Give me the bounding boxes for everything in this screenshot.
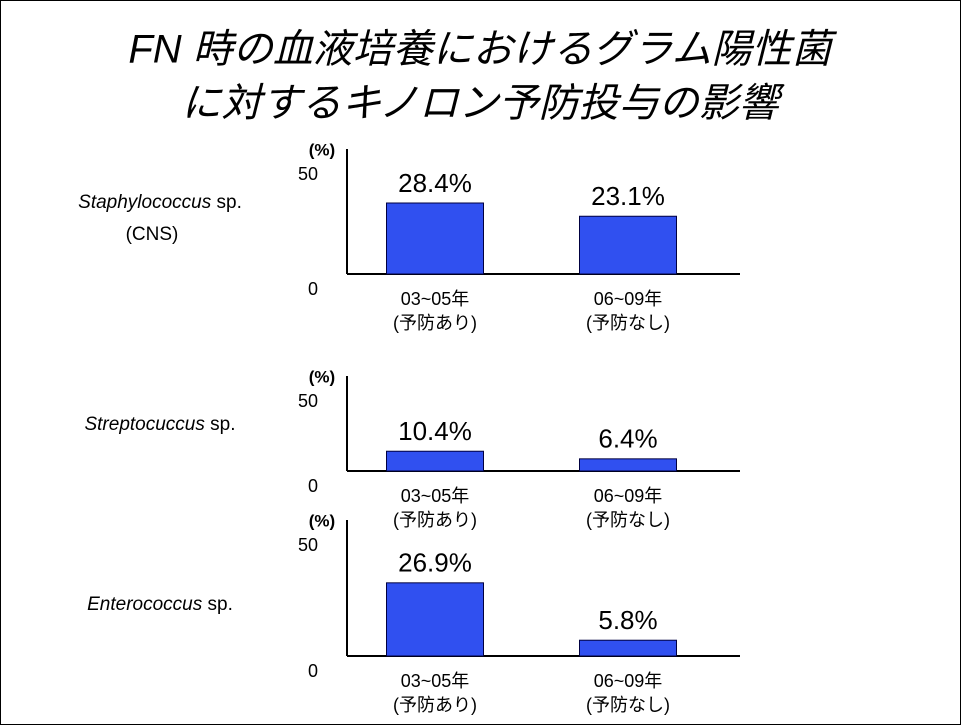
bar xyxy=(386,202,484,275)
value-label: 6.4% xyxy=(598,424,657,454)
title-line: FN 時の血液培養におけるグラム陽性菌 xyxy=(128,28,837,72)
species: sp. xyxy=(205,414,236,435)
title-line: に対するキノロン予防投与の影響 xyxy=(181,82,785,126)
y-axis-unit: (%) xyxy=(309,140,335,159)
y-tick-label: 50 xyxy=(298,164,318,184)
value-label: 28.4% xyxy=(398,168,472,198)
value-label: 10.4% xyxy=(398,416,472,446)
genus: Staphylococcus xyxy=(78,192,212,213)
y-tick-label: 0 xyxy=(308,661,318,681)
organism-label: Streptocuccus sp. xyxy=(84,414,235,435)
y-tick-label: 50 xyxy=(298,391,318,411)
x-tick-label: 03~05年 xyxy=(401,671,470,691)
x-tick-label: (予防なし) xyxy=(586,695,670,715)
x-tick-label: 03~05年 xyxy=(401,289,470,309)
species: sp. xyxy=(211,192,242,213)
genus: Enterococcus xyxy=(87,594,203,615)
organism-note: (CNS) xyxy=(126,224,179,245)
bar xyxy=(386,582,484,657)
bar xyxy=(579,639,677,657)
x-tick-label: (予防あり) xyxy=(393,510,477,530)
organism-label: Staphylococcus sp. xyxy=(78,192,242,213)
bar xyxy=(579,458,677,472)
species: sp. xyxy=(202,594,233,615)
x-tick-label: 03~05年 xyxy=(401,486,470,506)
bar xyxy=(386,450,484,472)
y-tick-label: 0 xyxy=(308,279,318,299)
value-label: 26.9% xyxy=(398,548,472,578)
y-axis-unit: (%) xyxy=(309,511,335,530)
x-tick-label: (予防あり) xyxy=(393,313,477,333)
genus: Streptocuccus xyxy=(84,414,205,435)
x-tick-label: 06~09年 xyxy=(594,486,663,506)
x-tick-label: (予防あり) xyxy=(393,695,477,715)
bar xyxy=(579,215,677,275)
organism-label: Enterococcus sp. xyxy=(87,594,233,615)
x-tick-label: (予防なし) xyxy=(586,510,670,530)
y-axis-unit: (%) xyxy=(309,367,335,386)
value-label: 23.1% xyxy=(591,181,665,211)
y-tick-label: 50 xyxy=(298,535,318,555)
x-tick-label: (予防なし) xyxy=(586,313,670,333)
x-tick-label: 06~09年 xyxy=(594,671,663,691)
x-tick-label: 06~09年 xyxy=(594,289,663,309)
value-label: 5.8% xyxy=(598,605,657,635)
y-tick-label: 0 xyxy=(308,476,318,496)
